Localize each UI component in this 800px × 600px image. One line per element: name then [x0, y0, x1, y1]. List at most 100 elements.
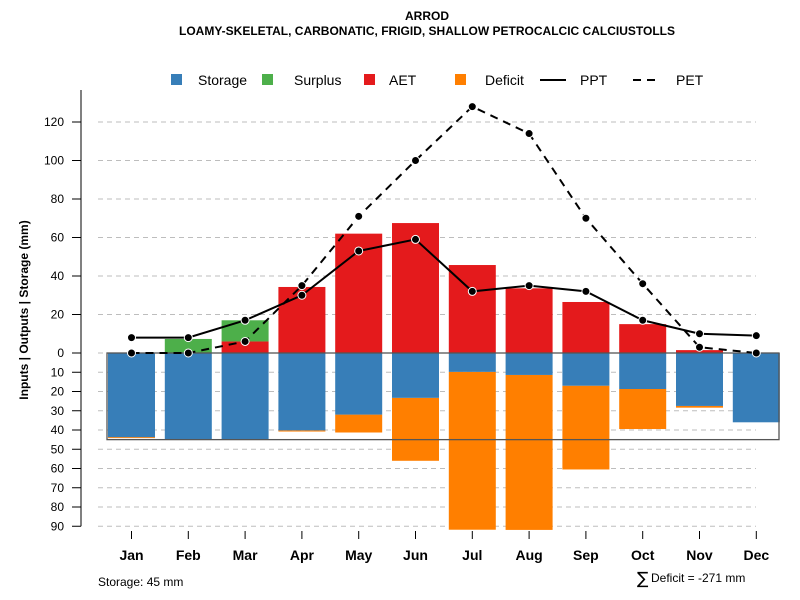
ppt-point — [240, 315, 250, 325]
legend-label-storage: Storage — [198, 72, 247, 88]
legend-label-surplus: Surplus — [294, 72, 341, 88]
pet-point — [354, 211, 364, 221]
y-tick-label: 60 — [51, 231, 65, 245]
pet-point — [240, 336, 250, 346]
pet-point — [695, 342, 704, 352]
aet-bar — [392, 223, 439, 353]
x-tick-label: May — [345, 547, 372, 563]
ppt-point — [467, 286, 477, 296]
storage-bar — [335, 353, 383, 415]
y-tick-label: 10 — [51, 365, 65, 379]
chart-subtitle: LOAMY-SKELETAL, CARBONATIC, FRIGID, SHAL… — [179, 24, 675, 38]
storage-bar — [448, 353, 496, 372]
ppt-point — [297, 290, 307, 300]
legend-swatch-deficit — [455, 74, 466, 85]
pet-point — [467, 102, 477, 112]
storage-bar — [732, 353, 780, 423]
ppt-point — [751, 331, 761, 341]
storage-bar — [221, 353, 269, 440]
x-tick-label: Mar — [233, 547, 258, 563]
legend-swatch-aet — [364, 74, 375, 85]
ppt-point — [695, 329, 704, 339]
storage-bar — [392, 353, 439, 398]
y-tick-label: 100 — [44, 154, 64, 168]
deficit-bar — [335, 414, 383, 433]
y-tick-label: 20 — [51, 308, 65, 322]
aet-bar — [505, 288, 553, 353]
y-tick-label: 30 — [51, 404, 65, 418]
deficit-bar — [108, 437, 155, 439]
aet-bar — [221, 341, 269, 353]
y-tick-label: 80 — [51, 500, 65, 514]
ppt-point — [524, 281, 534, 291]
y-tick-label: 120 — [44, 115, 64, 129]
y-tick-label: 70 — [51, 481, 65, 495]
x-tick-label: Nov — [686, 547, 713, 563]
storage-note: Storage: 45 mm — [98, 575, 183, 589]
aet-bar — [448, 265, 496, 353]
x-tick-label: Oct — [631, 547, 655, 563]
x-tick-label: Jul — [462, 547, 482, 563]
ppt-point — [354, 246, 364, 256]
y-tick-label: 40 — [51, 423, 65, 437]
deficit-bar — [392, 397, 439, 461]
y-tick-label: 50 — [51, 442, 65, 456]
storage-bar — [619, 353, 667, 389]
storage-bar — [108, 353, 155, 438]
axes: 0 20 40 60 80 100 120 10 20 30 40 50 60 70 80 90 Jan Feb M… — [44, 90, 769, 563]
surplus-bar — [164, 338, 212, 353]
series-lines — [127, 102, 761, 358]
pet-point — [183, 348, 193, 358]
y-axis-label: Inputs | Outputs | Storage (mm) — [17, 220, 31, 399]
y-tick-label: 0 — [57, 346, 64, 360]
pet-point — [581, 213, 591, 223]
legend-swatch-storage — [171, 74, 182, 85]
ppt-point — [638, 315, 648, 325]
storage-bar — [562, 353, 610, 386]
storage-bar — [278, 353, 326, 431]
x-tick-label: Aug — [515, 547, 542, 563]
storage-bar — [676, 353, 723, 406]
deficit-bar — [676, 405, 723, 408]
sum-icon: ∑ — [637, 569, 649, 589]
pet-point — [638, 279, 648, 289]
legend-swatch-surplus — [262, 74, 273, 85]
y-tick-label: 90 — [51, 519, 65, 533]
aet-bar — [619, 324, 667, 353]
x-tick-label: Feb — [176, 547, 201, 563]
deficit-bar — [278, 430, 326, 432]
x-tick-label: Jun — [403, 547, 428, 563]
y-tick-label: 80 — [51, 192, 65, 206]
legend: Storage Surplus AET Deficit PPT PET — [171, 72, 704, 88]
storage-bar — [164, 353, 212, 440]
legend-label-pet: PET — [676, 72, 704, 88]
bars — [108, 223, 780, 530]
aet-bar — [562, 301, 610, 353]
storage-bar — [505, 353, 553, 375]
ppt-point — [581, 286, 591, 296]
pet-point — [127, 348, 136, 358]
surplus-bar — [221, 320, 269, 342]
pet-point — [411, 156, 420, 165]
legend-label-aet: AET — [389, 72, 417, 88]
y-tick-label: 60 — [51, 462, 65, 476]
x-tick-label: Sep — [573, 547, 599, 563]
deficit-bar — [619, 388, 667, 430]
deficit-bar — [505, 374, 553, 530]
pet-point — [751, 348, 761, 358]
ppt-point — [411, 234, 420, 244]
x-tick-label: Apr — [290, 547, 315, 563]
deficit-bar — [562, 385, 610, 470]
x-tick-label: Jan — [119, 547, 143, 563]
ppt-point — [127, 333, 136, 343]
pet-point — [524, 129, 534, 139]
ppt-point — [183, 333, 193, 343]
capacity-outline — [106, 352, 780, 441]
x-tick-label: Dec — [743, 547, 769, 563]
pet-line — [131, 105, 757, 354]
storage-capacity-box — [106, 352, 780, 441]
deficit-bar — [448, 371, 496, 530]
ppt-line — [131, 238, 757, 339]
legend-label-ppt: PPT — [580, 72, 608, 88]
